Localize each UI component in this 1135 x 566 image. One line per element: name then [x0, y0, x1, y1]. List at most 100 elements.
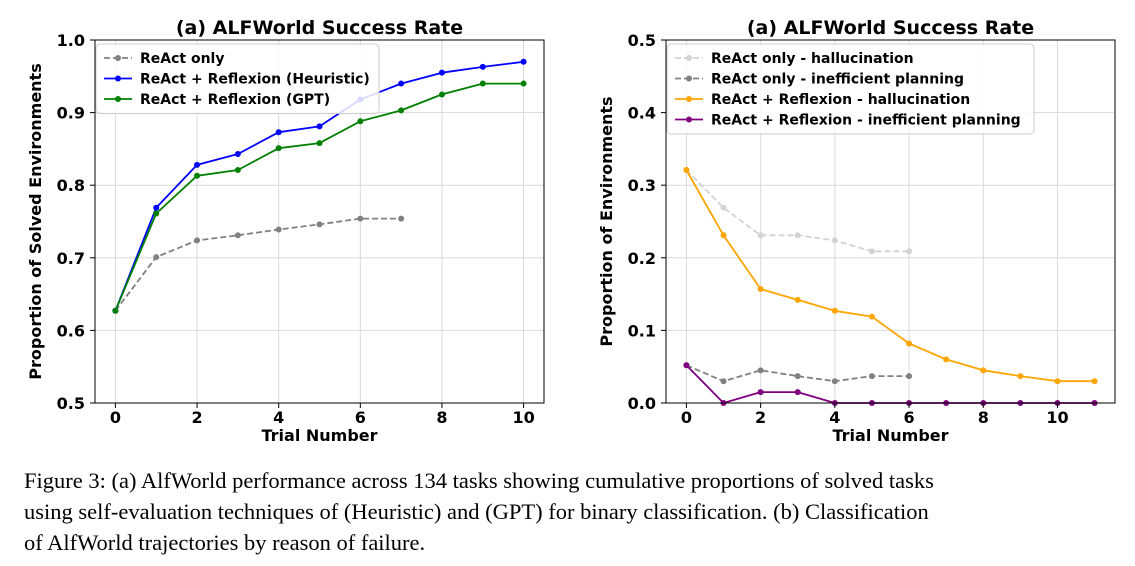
series-line	[114, 217, 402, 312]
legend-label: ReAct + Reflexion - hallucination	[711, 92, 970, 108]
data-point	[479, 80, 486, 87]
y-axis-label: Proportion of Environments	[597, 96, 616, 346]
data-point	[398, 107, 405, 114]
chart-failure-reasons: 0 2 4 6 8 10 0.0 0.1 0.2 0.3 0.4 0.5 (a) ALFWorld Su…	[597, 17, 1116, 445]
x-tick-label: 6	[903, 408, 914, 427]
data-point	[112, 307, 119, 314]
y-tick-label: 1.0	[57, 31, 85, 50]
legend-marker	[115, 55, 121, 61]
data-point	[794, 389, 801, 396]
data-point	[234, 232, 241, 239]
x-tick-label: 10	[1046, 408, 1068, 427]
x-tick-label: 4	[829, 408, 840, 427]
x-axis-label: Trial Number	[261, 426, 377, 445]
data-point	[1091, 378, 1098, 385]
caption-line: using self-evaluation techniques of (Heu…	[24, 499, 929, 524]
legend-marker	[115, 75, 121, 82]
x-tick-label: 2	[755, 408, 766, 427]
data-point	[316, 140, 323, 147]
data-point	[316, 221, 323, 228]
y-tick-label: 0.5	[57, 394, 85, 413]
legend-label: ReAct + Reflexion - inefficient planning	[711, 113, 1021, 129]
data-point	[794, 373, 801, 380]
data-point	[683, 166, 690, 173]
data-point	[980, 367, 987, 374]
legend-box	[666, 43, 1035, 135]
y-tick-label: 0.1	[628, 321, 656, 340]
y-tick-label: 0.7	[57, 249, 85, 268]
plot-frame	[94, 39, 545, 404]
caption-line: Figure 3: (a) AlfWorld performance acros…	[24, 468, 934, 493]
chart-title: (a) ALFWorld Success Rate	[176, 17, 463, 39]
figure-caption: Figure 3: (a) AlfWorld performance acros…	[24, 465, 1124, 558]
y-tick-label: 0.5	[628, 31, 656, 50]
data-point	[720, 204, 727, 211]
caption-line: of AlfWorld trajectories by reason of fa…	[24, 530, 426, 555]
y-tick-label: 0.3	[628, 176, 656, 195]
data-point	[357, 118, 364, 125]
y-axis-label: Proportion of Solved Environments	[26, 63, 45, 379]
data-point	[398, 215, 405, 222]
data-point	[234, 150, 241, 157]
legend-marker	[686, 55, 692, 61]
data-point	[757, 232, 764, 239]
data-point	[868, 313, 875, 320]
data-point	[234, 166, 241, 173]
series-line	[685, 364, 1095, 404]
data-point	[794, 232, 801, 239]
legend-label: ReAct only	[140, 51, 225, 67]
legend-label: ReAct + Reflexion (Heuristic)	[140, 72, 370, 88]
x-tick-label: 4	[273, 408, 284, 427]
x-tick-label: 8	[978, 408, 989, 427]
data-point	[868, 373, 875, 380]
data-point	[275, 129, 282, 136]
data-point	[357, 215, 364, 222]
data-point	[720, 378, 727, 385]
y-tick-label: 0.4	[628, 104, 656, 123]
y-tick-label: 0.6	[57, 321, 85, 340]
data-point	[275, 145, 282, 152]
legend-label: ReAct + Reflexion (GPT)	[140, 92, 330, 108]
figure: 0 2 4 6 8 10 0.5 0.6 0.7 0.8 0.9 1.0 (a) ALFWorld Su…	[26, 17, 1116, 445]
data-point	[479, 63, 486, 70]
data-point	[720, 232, 727, 239]
data-point	[757, 286, 764, 293]
data-point	[153, 210, 160, 217]
data-point	[153, 204, 160, 211]
series-line	[685, 169, 1095, 383]
legend-box	[95, 43, 380, 114]
data-point	[438, 69, 445, 76]
data-point	[943, 356, 950, 363]
data-point	[906, 373, 913, 380]
data-point	[520, 80, 527, 87]
legend-marker	[686, 116, 692, 123]
x-tick-label: 8	[436, 408, 447, 427]
data-point	[153, 254, 160, 261]
data-point	[831, 307, 838, 314]
data-point	[438, 91, 445, 98]
data-point	[906, 340, 913, 347]
x-tick-label: 2	[191, 408, 202, 427]
data-point	[794, 296, 801, 303]
series-line	[685, 169, 910, 253]
data-point	[194, 172, 201, 179]
y-tick-label: 0.0	[628, 394, 656, 413]
series-line	[114, 82, 524, 312]
legend-label: ReAct only - hallucination	[711, 51, 914, 67]
legend-label: ReAct only - inefficient planning	[711, 72, 964, 88]
x-axis-label: Trial Number	[832, 426, 948, 445]
data-point	[398, 80, 405, 87]
chart-title: (a) ALFWorld Success Rate	[747, 17, 1034, 39]
data-point	[1017, 373, 1024, 380]
data-point	[316, 123, 323, 130]
data-point	[520, 58, 527, 65]
x-tick-label: 6	[355, 408, 366, 427]
legend-marker	[686, 96, 692, 102]
data-point	[194, 237, 201, 244]
data-point	[275, 226, 282, 233]
data-point	[831, 237, 838, 244]
data-point	[1054, 378, 1061, 385]
data-point	[868, 248, 875, 255]
data-point	[757, 367, 764, 374]
data-point	[683, 362, 690, 369]
